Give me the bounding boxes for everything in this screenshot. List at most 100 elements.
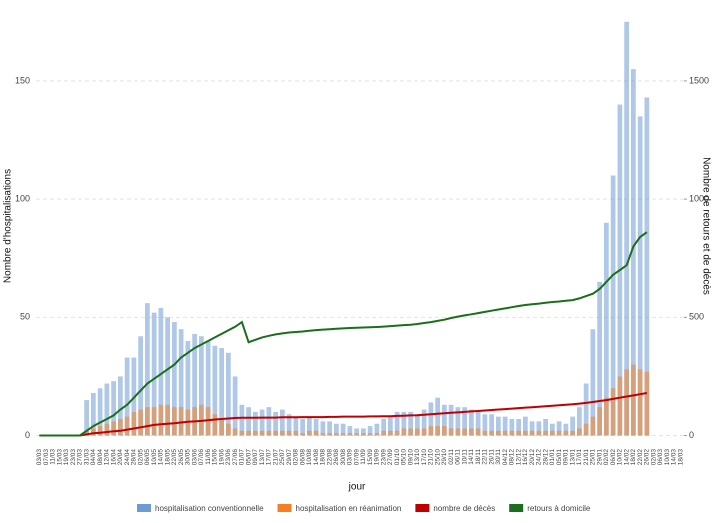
bar bbox=[408, 411, 413, 436]
bar bbox=[286, 430, 292, 436]
bar bbox=[124, 357, 130, 436]
bar bbox=[462, 428, 467, 436]
x-tick-label: 07/03 bbox=[43, 449, 50, 466]
x-tick-label: 14/05 bbox=[158, 449, 165, 466]
x-tick-label: 07/06 bbox=[198, 449, 205, 466]
bar bbox=[118, 376, 123, 436]
bar bbox=[165, 404, 170, 436]
legend-label: nombre de décès bbox=[433, 504, 495, 513]
x-tick-label: 17/01 bbox=[576, 449, 583, 466]
bar bbox=[502, 430, 508, 436]
bar bbox=[529, 430, 535, 436]
bar bbox=[469, 428, 474, 436]
bar bbox=[428, 426, 434, 436]
bar bbox=[428, 402, 434, 436]
bar bbox=[300, 418, 305, 436]
bar bbox=[442, 404, 447, 436]
bar bbox=[536, 421, 542, 436]
bar bbox=[178, 329, 184, 436]
bar bbox=[597, 407, 602, 436]
bar bbox=[516, 430, 521, 436]
bar bbox=[388, 416, 393, 436]
bar bbox=[624, 369, 629, 436]
y2-axis-title: Nombre de retours et de décès bbox=[700, 157, 711, 295]
x-tick-label: 25/10 bbox=[434, 449, 441, 466]
bar bbox=[138, 336, 143, 436]
bar bbox=[199, 336, 204, 436]
bar bbox=[266, 430, 272, 436]
bar bbox=[543, 430, 548, 436]
bar bbox=[104, 423, 110, 436]
bar bbox=[381, 430, 386, 436]
bar bbox=[455, 407, 461, 436]
x-tick-label: 06/08 bbox=[299, 449, 306, 466]
x-tick-label: 18/05 bbox=[164, 449, 171, 466]
bar bbox=[435, 426, 440, 436]
x-tick-label: 23/03 bbox=[70, 449, 77, 466]
bar bbox=[415, 428, 420, 436]
x-tick-label: 02/05 bbox=[137, 449, 144, 466]
bar bbox=[462, 407, 467, 436]
bar bbox=[334, 433, 339, 436]
y-tick-label: 150 bbox=[15, 75, 30, 85]
x-axis-title: jour bbox=[348, 482, 366, 493]
x-tick-label: 03/03 bbox=[36, 449, 43, 466]
bar bbox=[84, 400, 89, 436]
bar bbox=[475, 428, 481, 436]
x-tick-label: 27/06 bbox=[232, 449, 239, 466]
bar bbox=[273, 430, 278, 436]
x-tick-label: 08/04 bbox=[97, 449, 104, 466]
bar bbox=[307, 430, 312, 436]
x-tick-label: 10/02 bbox=[617, 449, 624, 466]
bar bbox=[523, 416, 528, 436]
x-tick-label: 29/07 bbox=[286, 449, 293, 466]
legend-label: retours à domicile bbox=[527, 504, 591, 513]
x-tick-label: 22/05 bbox=[171, 449, 178, 466]
x-tick-label: 21/07 bbox=[272, 449, 279, 466]
bar bbox=[590, 416, 596, 436]
bar bbox=[91, 428, 96, 436]
x-tick-label: 18/08 bbox=[320, 449, 327, 466]
bar bbox=[347, 433, 353, 436]
x-tick-label: 07/09 bbox=[353, 449, 360, 466]
bar bbox=[178, 407, 184, 436]
bar bbox=[266, 407, 272, 436]
x-tick-label: 18/02 bbox=[630, 449, 637, 466]
x-tick-label: 13/01 bbox=[569, 449, 576, 466]
x-tick-label: 05/01 bbox=[556, 449, 563, 466]
x-tick-label: 22/11 bbox=[482, 449, 489, 465]
x-tick-label: 05/07 bbox=[245, 449, 252, 466]
bar bbox=[624, 21, 629, 436]
x-tick-label: 14/02 bbox=[623, 449, 630, 466]
bar bbox=[84, 430, 89, 436]
bar bbox=[226, 423, 231, 436]
x-tick-label: 08/12 bbox=[509, 449, 516, 466]
bar bbox=[563, 423, 569, 436]
bar bbox=[597, 281, 602, 436]
bar bbox=[131, 411, 137, 436]
y-tick-label: 100 bbox=[15, 194, 30, 204]
y-tick-label: 0 bbox=[25, 430, 30, 440]
bar bbox=[550, 430, 555, 436]
bar bbox=[259, 409, 265, 436]
x-tick-label: 11/03 bbox=[50, 449, 57, 465]
bar bbox=[617, 376, 623, 436]
x-tick-label: 12/12 bbox=[515, 449, 522, 466]
bar bbox=[502, 416, 508, 436]
x-tick-label: 20/12 bbox=[529, 449, 536, 466]
bar bbox=[253, 430, 258, 436]
x-tick-label: 17/10 bbox=[421, 449, 428, 466]
bar bbox=[340, 433, 346, 436]
x-tick-label: 28/12 bbox=[542, 449, 549, 466]
x-tick-label: 15/09 bbox=[367, 449, 374, 466]
bar bbox=[489, 414, 494, 436]
bar bbox=[172, 407, 177, 436]
x-tick-label: 09/01 bbox=[563, 449, 570, 466]
x-tick-label: 15/06 bbox=[212, 449, 219, 466]
x-tick-label: 23/06 bbox=[225, 449, 232, 466]
x-tick-label: 10/05 bbox=[151, 449, 158, 466]
x-tick-label: 10/11 bbox=[461, 449, 468, 465]
bar bbox=[577, 407, 582, 436]
x-tick-label: 01/01 bbox=[549, 449, 556, 466]
